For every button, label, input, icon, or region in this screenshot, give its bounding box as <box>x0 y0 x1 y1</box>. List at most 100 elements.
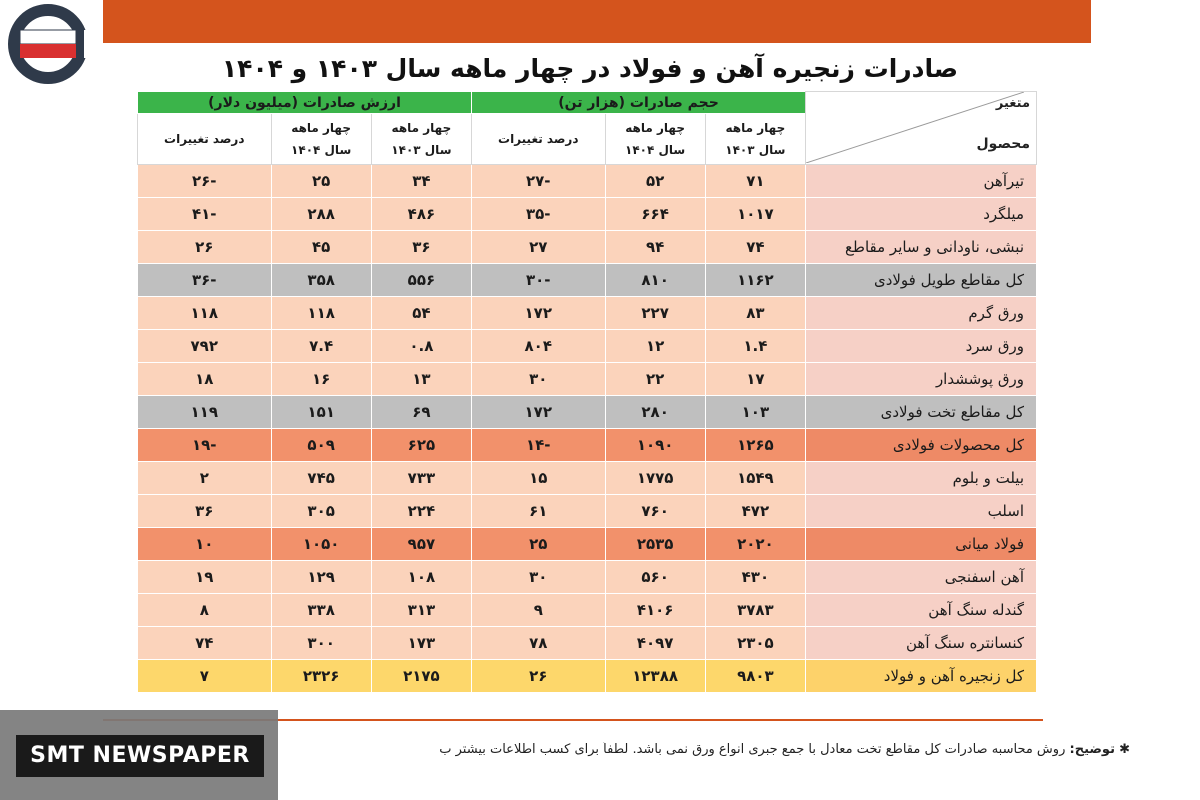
value-1404-cell: ۱۲۹ <box>270 560 372 594</box>
corner-variable-label: متغیر <box>995 96 1030 111</box>
table-row: کل محصولات فولادی ۱۲۶۵ ۱۰۹۰ -۱۴ ۶۲۵ ۵۰۹ -۱۹ <box>137 428 1037 462</box>
top-accent-bar <box>103 0 1091 43</box>
volume-1404-cell: ۲۵۳۵ <box>604 527 706 561</box>
value-1403-cell: ۴۸۶ <box>370 197 473 231</box>
volume-change-cell: ۲۷ <box>471 230 606 264</box>
volume-1404-cell: ۶۶۴ <box>604 197 706 231</box>
value-1403-cell: ۵۵۶ <box>370 263 473 297</box>
volume-change-cell: ۶۱ <box>471 494 606 528</box>
volume-1403-header: چهار ماهه سال ۱۴۰۳ <box>704 113 807 165</box>
value-1404-cell: ۲۸۸ <box>270 197 372 231</box>
value-change-cell: ۷ <box>137 659 272 693</box>
product-name-cell: اسلب <box>805 494 1037 528</box>
volume-1404-cell: ۹۴ <box>604 230 706 264</box>
table-row: آهن اسفنجی ۴۳۰ ۵۶۰ ۳۰ ۱۰۸ ۱۲۹ ۱۹ <box>137 560 1037 594</box>
value-1403-cell: ۱۰۸ <box>370 560 473 594</box>
value-1404-cell: ۱۰۵۰ <box>270 527 372 561</box>
volume-change-cell: -۳۵ <box>471 197 606 231</box>
volume-1404-cell: ۲۸۰ <box>604 395 706 429</box>
logo-icon <box>8 4 104 84</box>
value-change-cell: ۱۹ <box>137 560 272 594</box>
value-1404-cell: ۱۱۸ <box>270 296 372 330</box>
volume-change-cell: -۳۰ <box>471 263 606 297</box>
volume-1403-cell: ۹۸۰۳ <box>704 659 807 693</box>
volume-change-cell: ۲۶ <box>471 659 606 693</box>
value-change-cell: ۷۹۲ <box>137 329 272 363</box>
table-row: فولاد میانی ۲۰۲۰ ۲۵۳۵ ۲۵ ۹۵۷ ۱۰۵۰ ۱۰ <box>137 527 1037 561</box>
table-row: میلگرد ۱۰۱۷ ۶۶۴ -۳۵ ۴۸۶ ۲۸۸ -۴۱ <box>137 197 1037 231</box>
volume-1404-cell: ۵۶۰ <box>604 560 706 594</box>
value-change-cell: ۱۰ <box>137 527 272 561</box>
volume-1404-cell: ۲۲ <box>604 362 706 396</box>
volume-1404-cell: ۲۲۷ <box>604 296 706 330</box>
table-row: کل مقاطع طویل فولادی ۱۱۶۲ ۸۱۰ -۳۰ ۵۵۶ ۳۵۸ -۳۶ <box>137 263 1037 297</box>
volume-1403-cell: ۴۷۲ <box>704 494 807 528</box>
volume-change-cell: ۱۷۲ <box>471 395 606 429</box>
value-change-cell: -۳۶ <box>137 263 272 297</box>
product-name-cell: فولاد میانی <box>805 527 1037 561</box>
product-name-cell: گندله سنگ آهن <box>805 593 1037 627</box>
brand-logo-text: SMT NEWSPAPER <box>16 735 264 777</box>
value-change-cell: ۲۶ <box>137 230 272 264</box>
footnote-text: روش محاسبه صادرات کل مقاطع تخت معادل با … <box>439 742 1066 757</box>
value-change-cell: ۳۶ <box>137 494 272 528</box>
table-row: کل مقاطع تخت فولادی ۱۰۳ ۲۸۰ ۱۷۲ ۶۹ ۱۵۱ ۱۱۹ <box>137 395 1037 429</box>
value-1403-cell: ۲۱۷۵ <box>370 659 473 693</box>
product-name-cell: کل محصولات فولادی <box>805 428 1037 462</box>
product-name-cell: کل مقاطع تخت فولادی <box>805 395 1037 429</box>
volume-1403-cell: ۱۲۶۵ <box>704 428 807 462</box>
table-row: اسلب ۴۷۲ ۷۶۰ ۶۱ ۲۲۴ ۳۰۵ ۳۶ <box>137 494 1037 528</box>
product-name-cell: کنسانتره سنگ آهن <box>805 626 1037 660</box>
table-row: بیلت و بلوم ۱۵۴۹ ۱۷۷۵ ۱۵ ۷۳۳ ۷۴۵ ۲ <box>137 461 1037 495</box>
volume-1404-cell: ۸۱۰ <box>604 263 706 297</box>
value-change-cell: -۴۱ <box>137 197 272 231</box>
volume-group-header: حجم صادرات (هزار تن) <box>471 91 806 114</box>
volume-1403-cell: ۱.۴ <box>704 329 807 363</box>
value-1404-cell: ۱۶ <box>270 362 372 396</box>
value-group-header: ارزش صادرات (میلیون دلار) <box>136 91 473 114</box>
volume-1403-cell: ۲۰۲۰ <box>704 527 807 561</box>
value-1404-cell: ۳۰۵ <box>270 494 372 528</box>
volume-1404-cell: ۴۱۰۶ <box>604 593 706 627</box>
value-change-cell: ۲ <box>137 461 272 495</box>
volume-1403-cell: ۸۳ <box>704 296 807 330</box>
volume-1404-cell: ۱۲۳۸۸ <box>604 659 706 693</box>
volume-1403-cell: ۷۴ <box>704 230 807 264</box>
product-name-cell: میلگرد <box>805 197 1037 231</box>
value-1403-cell: ۱۳ <box>370 362 473 396</box>
value-1403-cell: ۳۶ <box>370 230 473 264</box>
corner-product-label: محصول <box>976 136 1030 152</box>
volume-change-cell: ۳۰ <box>471 362 606 396</box>
footnote-star: ✱ <box>1114 742 1130 757</box>
value-change-cell: ۱۱۹ <box>137 395 272 429</box>
logo <box>0 0 104 90</box>
product-name-cell: ورق گرم <box>805 296 1037 330</box>
volume-change-cell: ۱۷۲ <box>471 296 606 330</box>
export-table: متغیر محصول حجم صادرات (هزار تن) ارزش صا… <box>136 91 1037 693</box>
volume-1403-cell: ۱۱۶۲ <box>704 263 807 297</box>
product-name-cell: کل مقاطع طویل فولادی <box>805 263 1037 297</box>
value-change-cell: -۲۶ <box>137 164 272 198</box>
volume-change-cell: -۱۴ <box>471 428 606 462</box>
table-row: کل زنجیره آهن و فولاد ۹۸۰۳ ۱۲۳۸۸ ۲۶ ۲۱۷۵ ۲۳۲۶… <box>137 659 1037 693</box>
value-1404-cell: ۳۰۰ <box>270 626 372 660</box>
volume-1403-cell: ۱۷ <box>704 362 807 396</box>
value-1403-cell: ۶۹ <box>370 395 473 429</box>
product-name-cell: تیرآهن <box>805 164 1037 198</box>
volume-change-header: درصد تغییرات <box>471 113 606 165</box>
corner-cell: متغیر محصول <box>805 91 1037 165</box>
volume-1404-cell: ۴۰۹۷ <box>604 626 706 660</box>
volume-1403-cell: ۳۷۸۳ <box>704 593 807 627</box>
volume-1403-cell: ۱۰۳ <box>704 395 807 429</box>
value-change-cell: ۸ <box>137 593 272 627</box>
volume-1404-cell: ۱۲ <box>604 329 706 363</box>
table-row: ورق سرد ۱.۴ ۱۲ ۸۰۴ ۰.۸ ۷.۴ ۷۹۲ <box>137 329 1037 363</box>
value-1404-cell: ۳۳۸ <box>270 593 372 627</box>
value-1404-cell: ۲۳۲۶ <box>270 659 372 693</box>
footnote-label: توضیح: <box>1069 742 1115 757</box>
volume-change-cell: ۱۵ <box>471 461 606 495</box>
table-row: تیرآهن ۷۱ ۵۲ -۲۷ ۳۴ ۲۵ -۲۶ <box>137 164 1037 198</box>
volume-1403-cell: ۱۰۱۷ <box>704 197 807 231</box>
value-1403-header: چهار ماهه سال ۱۴۰۳ <box>370 113 473 165</box>
product-name-cell: کل زنجیره آهن و فولاد <box>805 659 1037 693</box>
